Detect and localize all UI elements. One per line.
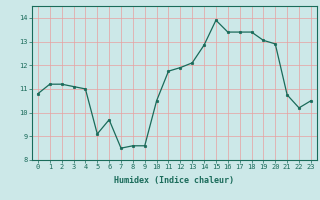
X-axis label: Humidex (Indice chaleur): Humidex (Indice chaleur): [115, 176, 234, 185]
